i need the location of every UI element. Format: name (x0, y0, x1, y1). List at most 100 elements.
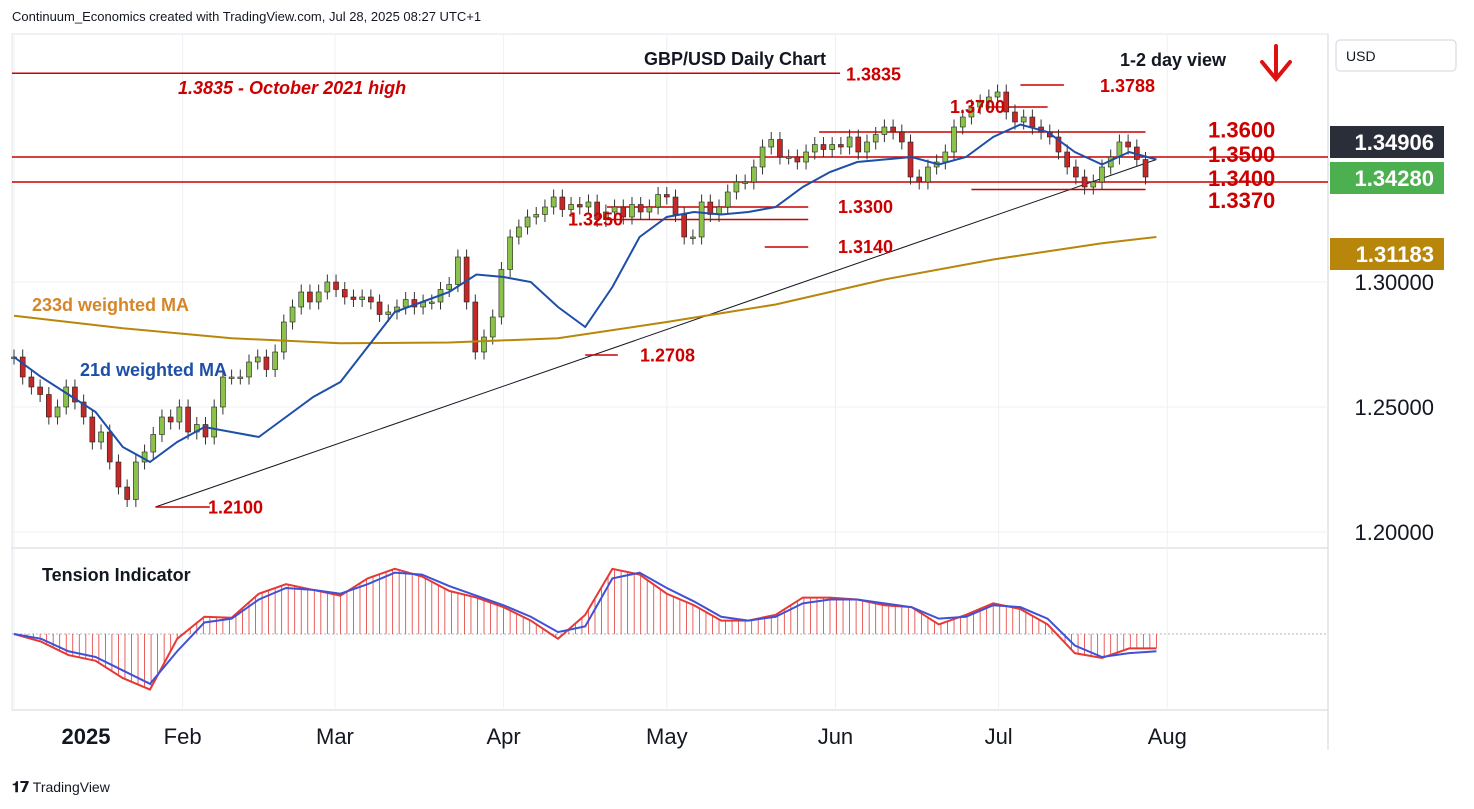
candle-body (507, 236, 513, 270)
candle-body (98, 431, 104, 443)
candle-body (489, 316, 496, 338)
candle-body (768, 139, 775, 148)
candle-body (455, 256, 461, 285)
candle-body (324, 281, 331, 293)
candle-body (124, 486, 130, 500)
level-label-1.3370: 1.3370 (1208, 188, 1275, 213)
level-label-1.3250: 1.3250 (568, 209, 623, 229)
candle-body (603, 211, 609, 220)
down-arrow-icon (1260, 44, 1292, 83)
candle-body (298, 291, 305, 308)
level-label-1.3600: 1.3600 (1208, 118, 1275, 143)
candle-body (19, 356, 26, 378)
candle-body (1003, 91, 1010, 113)
price-badge (1330, 238, 1444, 270)
candle-body (829, 144, 835, 150)
candle-body (1055, 136, 1062, 153)
candle-body (228, 376, 235, 379)
candle-body (785, 156, 792, 159)
tradingview-logo-icon: 𝟏𝟳 (12, 779, 30, 796)
candle-body (385, 311, 392, 315)
footer-brand: TradingView (32, 779, 110, 795)
candle-body (1064, 151, 1070, 168)
x-tick-label: Apr (486, 724, 520, 749)
level-label-1.3300: 1.3300 (838, 197, 893, 217)
candle-body (350, 296, 357, 300)
candle-body (211, 406, 217, 438)
price-badge (1330, 126, 1444, 158)
candle-body (968, 106, 975, 118)
candle-body (681, 214, 688, 238)
candle-body (307, 291, 313, 303)
candle-body (951, 126, 957, 153)
candle-body (254, 356, 261, 363)
tension-indicator-label: Tension Indicator (42, 565, 191, 585)
candle-body (237, 376, 244, 379)
candle-body (281, 321, 287, 353)
ma-233d-label: 233d weighted MA (32, 295, 189, 315)
candle-body (1090, 181, 1097, 188)
trendline (155, 159, 1157, 508)
candle-body (559, 196, 566, 210)
candle-body (777, 139, 783, 158)
candle-body (1081, 176, 1088, 188)
chart-credit: Continuum_Economics created with Trading… (12, 9, 482, 24)
candle-body (811, 144, 818, 153)
candle-body (803, 151, 809, 163)
tension-slow-line (13, 571, 1157, 686)
candle-body (333, 281, 339, 290)
candle-body (176, 406, 183, 423)
y-tick-label: 1.30000 (1354, 270, 1434, 295)
candle-body (820, 144, 827, 150)
currency-box (1335, 39, 1457, 72)
candle-body (838, 144, 844, 148)
candle-body (576, 204, 583, 208)
candle-body (733, 181, 740, 193)
candle-body (942, 151, 949, 163)
level-label-1.3140: 1.3140 (838, 237, 893, 257)
candle-body (1142, 159, 1149, 178)
candle-body (907, 141, 914, 178)
price-badge-label: 1.34906 (1354, 130, 1434, 155)
candle-body (133, 461, 139, 500)
candle-body (28, 376, 35, 388)
candle-body (72, 386, 78, 403)
candle-body (376, 301, 383, 315)
candle-body (159, 416, 165, 435)
candle-body (594, 201, 600, 220)
candle-body (246, 361, 252, 378)
y-tick-label: 1.20000 (1354, 520, 1434, 545)
candle-body (315, 291, 322, 303)
level-label-1.3835: 1.3835 (846, 64, 901, 84)
candle-body (37, 386, 43, 395)
candle-body (46, 394, 52, 418)
footer: 𝟏𝟳 TradingView (12, 778, 110, 796)
candle-body (167, 416, 174, 423)
y-tick-label: 1.25000 (1354, 395, 1434, 420)
candle-body (150, 434, 157, 453)
candle-body (690, 236, 696, 239)
candle-body (977, 101, 983, 108)
candle-body (1073, 166, 1079, 178)
level-label-1.2100: 1.2100 (208, 497, 263, 517)
candle-body (759, 146, 766, 168)
candle-body (498, 269, 505, 318)
candle-body (916, 176, 923, 183)
price-badge-label: 1.34280 (1354, 166, 1434, 191)
tension-fast-line (13, 567, 1157, 691)
ma-21d-label: 21d weighted MA (80, 360, 227, 380)
candle-body (524, 216, 531, 228)
candle-body (881, 126, 888, 135)
level-label-1.2708: 1.2708 (640, 346, 695, 366)
currency-label: USD (1346, 48, 1376, 64)
candle-body (533, 214, 540, 218)
candle-body (341, 289, 348, 298)
ma-233d-line (13, 236, 1157, 345)
candle-body (646, 206, 653, 213)
level-label-1.3788: 1.3788 (1100, 76, 1155, 96)
price-badge (1330, 162, 1444, 194)
candle-body (724, 191, 731, 208)
candle-body (890, 126, 896, 133)
candle-body (185, 406, 191, 433)
